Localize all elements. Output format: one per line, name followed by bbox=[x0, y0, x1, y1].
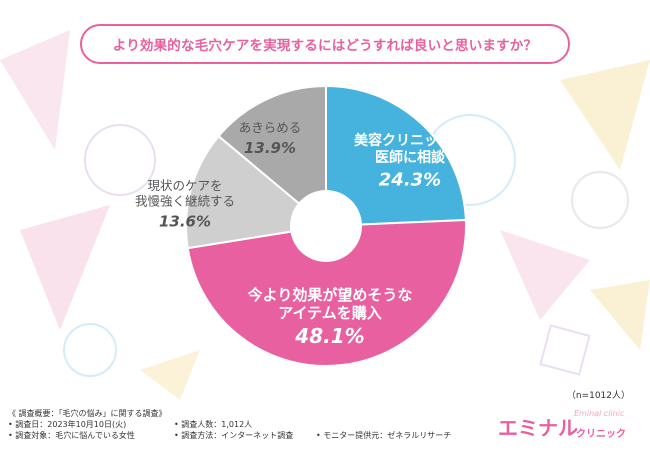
logo-sub-text: Eminal clinic bbox=[574, 409, 625, 418]
logo-main-text: エミナル bbox=[498, 416, 578, 440]
chart-title: より効果的な毛穴ケアを実現するにはどうすれば良いと思いますか？ bbox=[112, 38, 538, 54]
survey-overview: 《 調査概要：「毛穴の悩み」に関する調査》 bbox=[8, 409, 167, 418]
donut-slice-4 bbox=[217, 84, 327, 229]
slice-label-continue-line-1: 現状のケアを bbox=[147, 178, 222, 193]
slice-label-give-up-value: 13.9% bbox=[244, 139, 296, 157]
slice-label-buy-item-line-1: 今より効果が望めそうな bbox=[247, 286, 413, 304]
survey-provider: • モニター提供元：ゼネラルリサーチ bbox=[316, 431, 452, 440]
clinic-logo: エミナル Eminal clinic クリニック bbox=[496, 408, 644, 442]
donut-hole bbox=[290, 190, 362, 262]
slice-label-continue-line-2: 我慢強く継続する bbox=[135, 194, 235, 209]
slice-label-buy-item-value: 48.1% bbox=[294, 324, 364, 348]
donut-slice-2 bbox=[186, 219, 467, 367]
slice-label-consult-value: 24.3% bbox=[379, 169, 441, 190]
question-title-box: より効果的な毛穴ケアを実現するにはどうすれば良いと思いますか？ bbox=[80, 24, 570, 64]
slice-label-consult-line-2: 医師に相談 bbox=[375, 149, 446, 166]
survey-count: • 調査人数：1,012人 bbox=[174, 420, 253, 429]
slice-label-give-up-line-1: あきらめる bbox=[239, 120, 302, 135]
slice-label-continue-value: 13.6% bbox=[159, 212, 211, 230]
donut-slice-1 bbox=[325, 84, 467, 228]
slice-label-consult-line-1: 美容クリニックや bbox=[354, 132, 466, 149]
sample-size-note: （n=1012人） bbox=[566, 391, 630, 401]
logo-clinic-text: クリニック bbox=[576, 429, 626, 440]
survey-footer: 《 調査概要：「毛穴の悩み」に関する調査》 • 調査日：2023年10月10日(… bbox=[8, 408, 451, 441]
survey-target: • 調査対象：毛穴に悩んでいる女性 bbox=[8, 431, 135, 440]
survey-date: • 調査日：2023年10月10日(火) bbox=[8, 420, 127, 429]
survey-method: • 調査方法：インターネット調査 bbox=[174, 431, 294, 440]
slice-label-buy-item-line-2: アイテムを購入 bbox=[278, 304, 382, 322]
